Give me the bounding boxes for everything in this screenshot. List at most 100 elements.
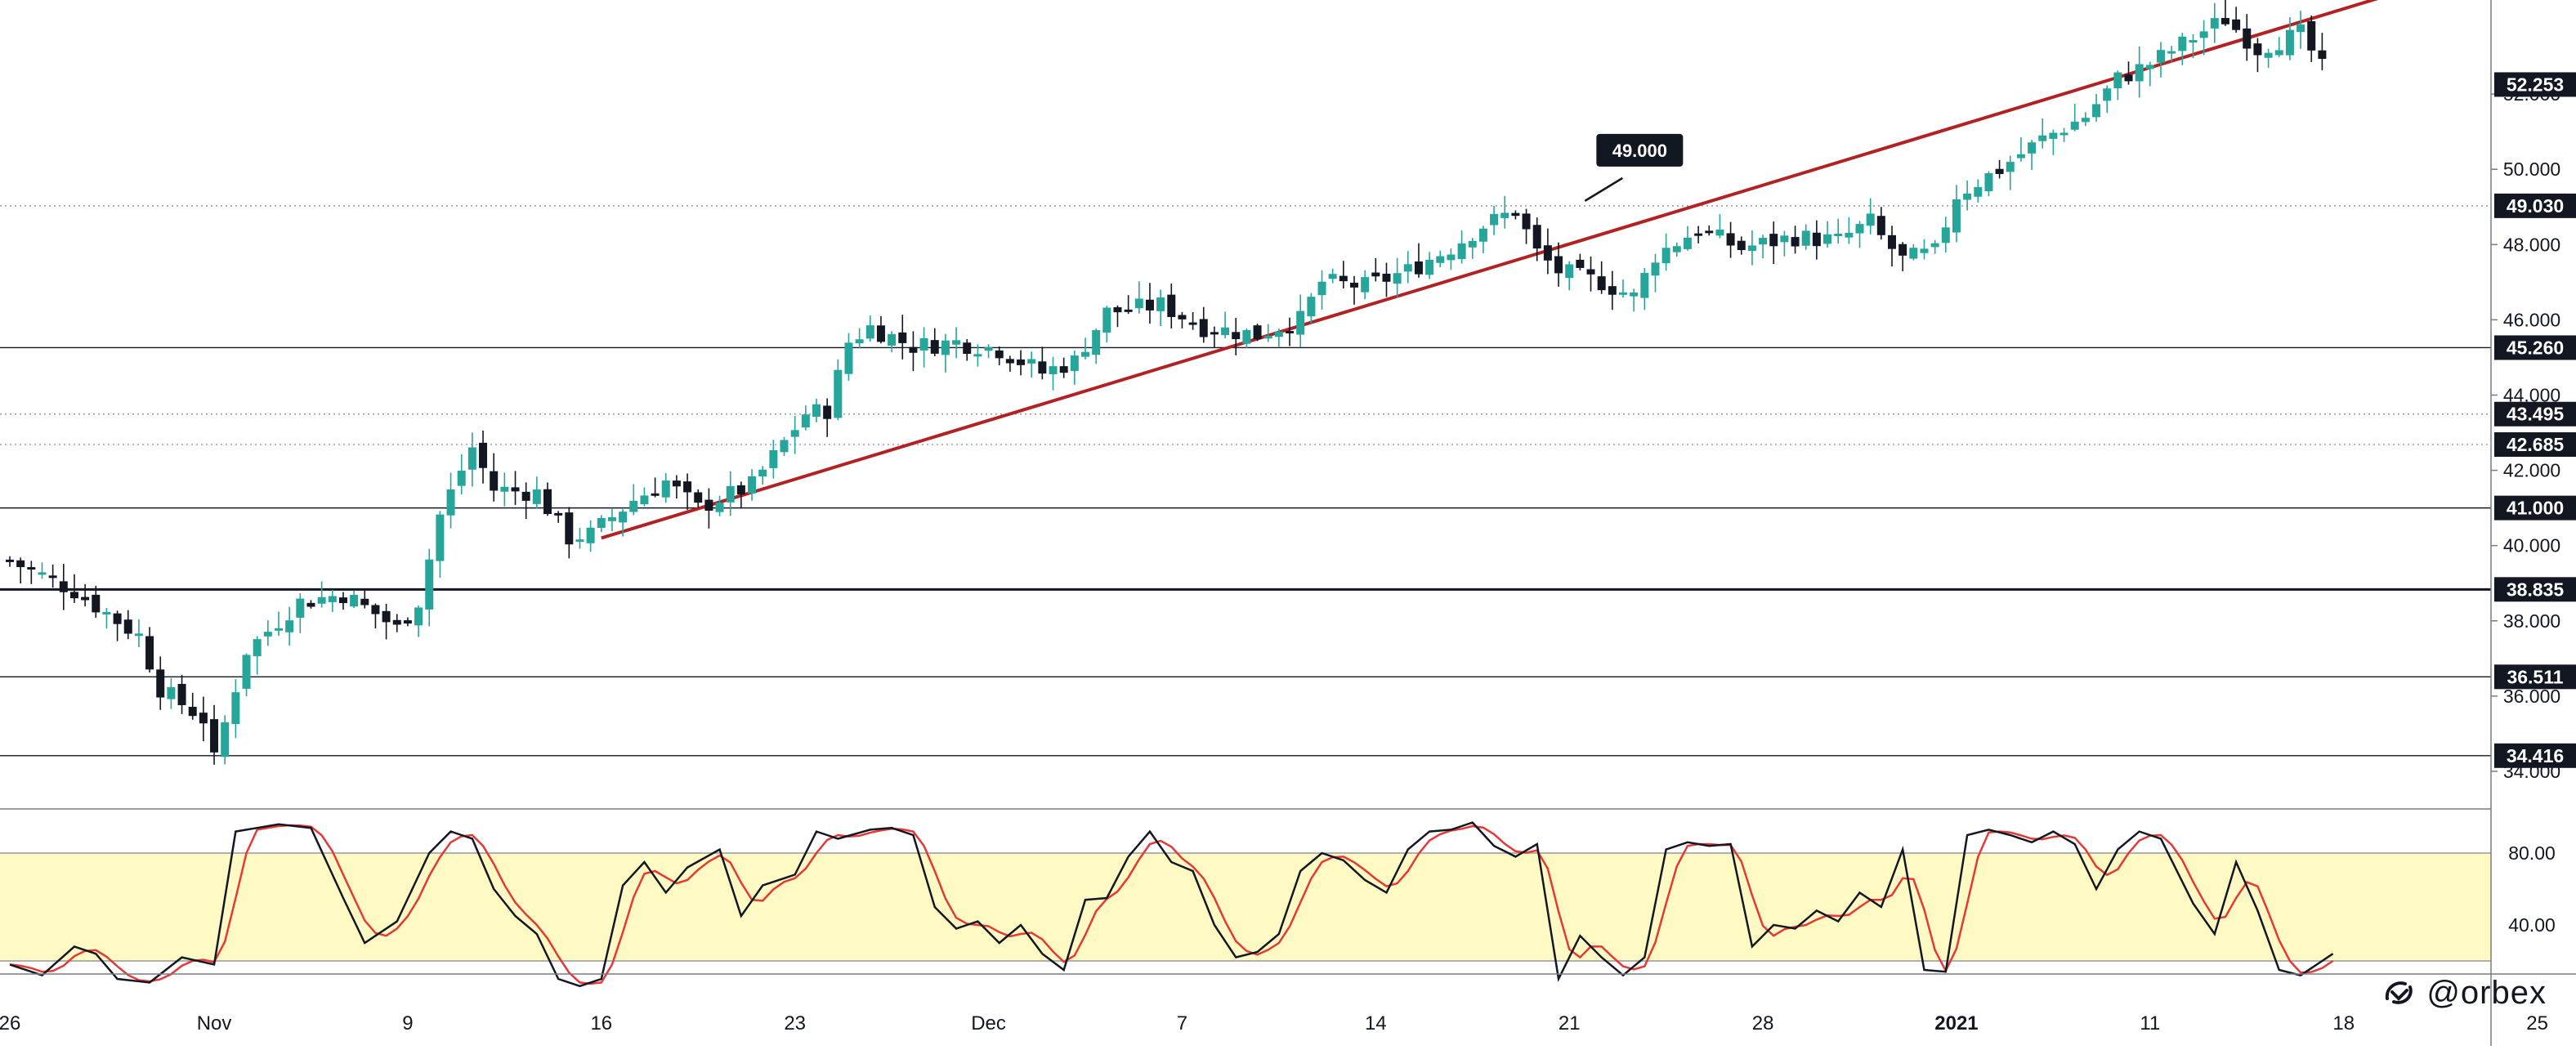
candle-body xyxy=(2124,74,2133,82)
candle-body xyxy=(844,342,853,374)
candle-body xyxy=(2199,31,2208,38)
candle-body xyxy=(1307,297,1316,317)
candle-body xyxy=(1661,248,1670,264)
candle-body xyxy=(392,619,401,625)
candle-body xyxy=(2070,121,2079,130)
candle-body xyxy=(285,620,294,632)
candle-body xyxy=(1253,325,1262,340)
candle-body xyxy=(156,669,165,698)
level-label: 49.030 xyxy=(2507,195,2564,217)
time-tick-label: 18 xyxy=(2332,1012,2355,1034)
time-tick-label: 21 xyxy=(1559,1012,1581,1034)
candle-body xyxy=(1102,307,1111,333)
candle-body xyxy=(1382,273,1391,282)
candle-body xyxy=(1930,243,1939,248)
level-label-box xyxy=(2494,743,2576,768)
candle-body xyxy=(586,527,595,543)
candle-body xyxy=(425,559,434,610)
candle-body xyxy=(328,596,337,602)
time-tick-label: 16 xyxy=(590,1012,612,1034)
candle-body xyxy=(1619,292,1627,295)
candle-body xyxy=(1124,309,1133,312)
candle-body xyxy=(382,610,391,623)
level-label-box xyxy=(2494,664,2576,690)
levels-layer xyxy=(0,205,2491,757)
candle-body xyxy=(2059,132,2068,136)
candle-body xyxy=(81,596,90,601)
candle-body xyxy=(748,476,757,494)
candle-body xyxy=(2038,135,2047,141)
candle-body xyxy=(823,405,832,419)
price-tick-label: 50.000 xyxy=(2503,159,2560,180)
candle-body xyxy=(876,325,885,342)
candle-body xyxy=(1145,299,1154,311)
candle-body xyxy=(1672,246,1681,252)
candle-body xyxy=(1210,332,1219,335)
level-label-box xyxy=(2494,577,2576,602)
candle-body xyxy=(1952,199,1961,233)
candle-body xyxy=(2145,65,2154,69)
candle-body xyxy=(1167,294,1176,317)
candle-body xyxy=(2092,104,2101,118)
candle-body xyxy=(134,633,143,637)
time-tick-label: 11 xyxy=(2140,1012,2160,1034)
candle-body xyxy=(736,485,745,495)
candle-body xyxy=(2006,162,2015,172)
level-label: 42.685 xyxy=(2507,434,2565,455)
candle-body xyxy=(1221,327,1230,336)
candle-body xyxy=(607,516,616,521)
candle-body xyxy=(909,346,918,353)
trendline-layer: 49.000 xyxy=(601,0,2379,540)
candle-body xyxy=(253,639,262,657)
candle-body xyxy=(1478,228,1487,242)
candle-body xyxy=(69,592,78,599)
candle-body xyxy=(888,333,897,346)
candle-body xyxy=(543,489,552,515)
level-label: 34.416 xyxy=(2507,745,2564,766)
candle-body xyxy=(661,480,670,498)
candle-body xyxy=(834,369,843,418)
level-label: 38.835 xyxy=(2507,579,2565,600)
candle-body xyxy=(242,655,251,689)
candle-body xyxy=(865,325,874,339)
candle-body xyxy=(1683,237,1692,249)
candle-body xyxy=(1543,245,1552,261)
candle-body xyxy=(2243,28,2252,49)
candle-body xyxy=(1242,329,1251,344)
candle-body xyxy=(1371,272,1380,277)
candle-body xyxy=(1640,273,1649,298)
level-label-box xyxy=(2494,335,2576,360)
candle-body xyxy=(1414,261,1423,275)
candle-body xyxy=(1038,361,1047,374)
candle-body xyxy=(59,581,68,592)
candle-body xyxy=(952,340,961,345)
candle-body xyxy=(1812,232,1821,247)
candle-body xyxy=(2220,18,2229,25)
candle-body xyxy=(414,607,423,626)
candle-body xyxy=(1134,298,1143,309)
candle-body xyxy=(963,342,972,355)
candle-body xyxy=(715,503,724,512)
candle-body xyxy=(1597,276,1606,291)
candle-body xyxy=(812,404,821,417)
time-tick-label: 14 xyxy=(1365,1012,1387,1034)
candle-body xyxy=(231,692,240,725)
candle-body xyxy=(446,489,455,516)
brand-logo-icon xyxy=(2386,981,2413,1004)
candle-body xyxy=(1855,224,1864,234)
candle-body xyxy=(683,481,692,493)
candle-body xyxy=(1888,235,1896,249)
candle-body xyxy=(123,619,132,634)
candle-body xyxy=(1403,264,1412,272)
candle-body xyxy=(1532,225,1541,249)
candle-body xyxy=(2028,142,2037,154)
candle-body xyxy=(1769,234,1778,247)
candle-body xyxy=(1984,173,1993,192)
candle-body xyxy=(145,636,154,670)
candle-body xyxy=(1747,245,1756,252)
candle-body xyxy=(1199,319,1208,337)
brand-handle: @orbex xyxy=(2426,974,2547,1011)
candle-body xyxy=(403,620,412,624)
